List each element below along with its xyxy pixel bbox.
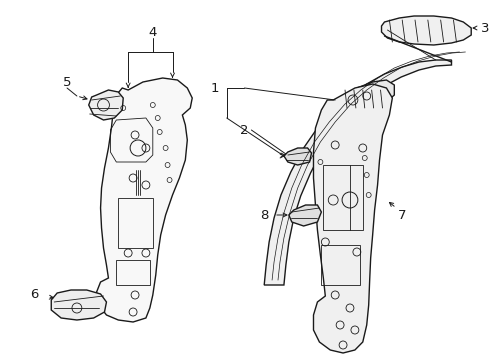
Text: 5: 5 [63,76,71,89]
Polygon shape [335,80,394,114]
Text: 2: 2 [240,123,249,136]
Polygon shape [51,290,106,320]
Text: 8: 8 [260,208,269,221]
Polygon shape [314,84,392,353]
Text: 6: 6 [30,288,39,302]
Polygon shape [289,205,321,226]
Polygon shape [382,16,471,45]
Text: 1: 1 [211,81,219,95]
Polygon shape [89,90,123,120]
Text: 4: 4 [148,26,157,39]
Polygon shape [97,78,192,322]
Text: 7: 7 [398,208,407,221]
Text: 3: 3 [481,22,490,35]
Polygon shape [284,148,312,165]
Polygon shape [264,60,451,285]
